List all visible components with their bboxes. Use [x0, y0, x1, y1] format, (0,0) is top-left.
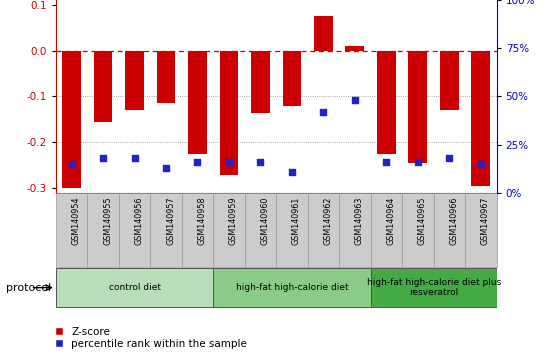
- Bar: [282, 51, 301, 105]
- Text: GSM140966: GSM140966: [449, 197, 458, 245]
- Bar: [219, 51, 238, 175]
- Point: [99, 155, 108, 161]
- Point: [477, 161, 485, 167]
- Point: [193, 159, 202, 165]
- Text: GSM140959: GSM140959: [229, 197, 238, 245]
- Bar: [440, 51, 459, 110]
- Text: GSM140964: GSM140964: [386, 197, 396, 245]
- Text: GSM140957: GSM140957: [166, 197, 175, 245]
- Bar: [408, 51, 427, 163]
- Bar: [339, 193, 371, 267]
- Bar: [402, 193, 434, 267]
- Text: GSM140967: GSM140967: [481, 197, 490, 245]
- Bar: [465, 193, 497, 267]
- Bar: [377, 51, 396, 154]
- Bar: [125, 51, 144, 110]
- Point: [350, 97, 359, 103]
- Point: [445, 155, 454, 161]
- Text: GSM140965: GSM140965: [418, 197, 427, 245]
- Bar: [371, 193, 402, 267]
- Text: GSM140960: GSM140960: [261, 197, 270, 245]
- Bar: [94, 51, 113, 122]
- Point: [67, 161, 76, 167]
- Bar: [119, 193, 150, 267]
- Bar: [150, 193, 182, 267]
- Bar: [182, 193, 213, 267]
- Text: GSM140962: GSM140962: [324, 197, 333, 245]
- Point: [224, 159, 233, 165]
- Bar: [188, 51, 207, 154]
- Bar: [434, 193, 465, 267]
- Bar: [371, 268, 497, 307]
- Text: protocol: protocol: [6, 282, 51, 293]
- Point: [382, 159, 391, 165]
- Bar: [245, 193, 276, 267]
- Point: [162, 165, 171, 171]
- Text: GSM140956: GSM140956: [134, 197, 143, 245]
- Bar: [276, 193, 307, 267]
- Text: GSM140958: GSM140958: [198, 197, 206, 245]
- Bar: [56, 193, 87, 267]
- Bar: [157, 51, 175, 103]
- Bar: [213, 268, 371, 307]
- Bar: [314, 16, 333, 51]
- Text: high-fat high-calorie diet: high-fat high-calorie diet: [235, 283, 348, 292]
- Text: high-fat high-calorie diet plus
resveratrol: high-fat high-calorie diet plus resverat…: [367, 278, 501, 297]
- Bar: [345, 46, 364, 51]
- Point: [130, 155, 139, 161]
- Bar: [307, 193, 339, 267]
- Bar: [87, 193, 119, 267]
- Point: [319, 109, 328, 115]
- Bar: [56, 268, 213, 307]
- Legend: Z-score, percentile rank within the sample: Z-score, percentile rank within the samp…: [55, 327, 247, 349]
- Text: GSM140954: GSM140954: [71, 197, 80, 245]
- Text: control diet: control diet: [108, 283, 161, 292]
- Point: [413, 159, 422, 165]
- Point: [287, 169, 296, 175]
- Bar: [62, 51, 81, 188]
- Bar: [472, 51, 490, 186]
- Text: GSM140961: GSM140961: [292, 197, 301, 245]
- Text: GSM140963: GSM140963: [355, 197, 364, 245]
- Text: GSM140955: GSM140955: [103, 197, 112, 245]
- Bar: [213, 193, 245, 267]
- Bar: [251, 51, 270, 113]
- Point: [256, 159, 265, 165]
